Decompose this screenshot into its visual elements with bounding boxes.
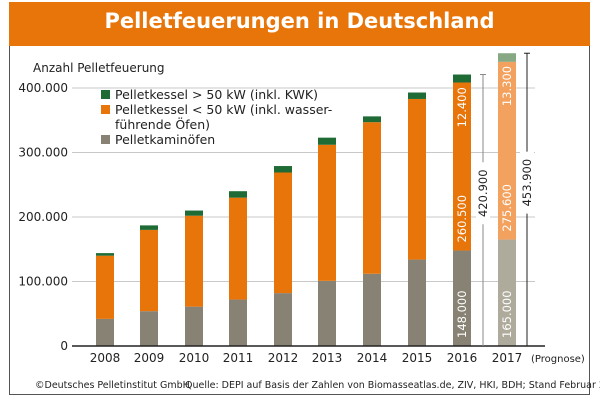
- bar-segment: [318, 144, 336, 281]
- header-banner: Pelletfeuerungen in Deutschland: [9, 2, 590, 46]
- bar-segment: [363, 273, 381, 346]
- legend: Pelletkessel > 50 kW (inkl. KWK)Pelletke…: [101, 87, 332, 147]
- x-tick-label: 2010: [179, 351, 210, 365]
- bar-segment: [453, 74, 471, 83]
- total-label: 453.900: [520, 159, 534, 207]
- legend-swatch: [101, 135, 110, 144]
- legend-label: Pelletkessel < 50 kW (inkl. wasser-: [115, 102, 332, 117]
- bar-segment: [140, 311, 158, 346]
- bar-segment: [318, 137, 336, 145]
- total-label-bg: [520, 151, 534, 214]
- x-tick-label: 2009: [134, 351, 165, 365]
- bar-segment: [498, 239, 516, 346]
- bar-segment: [318, 280, 336, 346]
- x-tick-label: 2014: [357, 351, 388, 365]
- source-note: Quelle: DEPI auf Basis der Zahlen von Bi…: [185, 380, 600, 391]
- bar-segment: [408, 92, 426, 99]
- bar-segment: [363, 122, 381, 274]
- copyright-note: ©Deutsches Pelletinstitut GmbH: [35, 380, 190, 391]
- x-tick-label: 2012: [268, 351, 299, 365]
- bar-value-label: 260.500: [455, 195, 469, 243]
- legend-label: Pelletkessel > 50 kW (inkl. KWK): [115, 87, 318, 102]
- bar-value-label: 165.000: [500, 290, 514, 338]
- y-tick-label: 400.000: [18, 81, 68, 95]
- legend-label: führende Öfen): [115, 116, 210, 132]
- bars: 148.000 260.500 12.400 165.000 275.600 13.300: [96, 53, 516, 346]
- y-tick-label: 0: [60, 339, 68, 353]
- x-tick-label: 2008: [90, 351, 121, 365]
- forecast-note: (Prognose): [531, 354, 585, 365]
- bar-value-label: 13.300: [500, 66, 514, 106]
- bar-segment: [140, 229, 158, 312]
- x-tick-label: 2013: [312, 351, 343, 365]
- bar-segment: [185, 215, 203, 307]
- bar-segment: [498, 61, 516, 240]
- bar-segment: [96, 318, 114, 346]
- bar-segment: [185, 210, 203, 216]
- legend-label: Pelletkaminöfen: [115, 132, 215, 147]
- bar-value-label: 148.000: [455, 290, 469, 338]
- y-tick-label: 300.000: [18, 146, 68, 160]
- bar-segment: [453, 250, 471, 346]
- bar-segment: [453, 82, 471, 251]
- total-label-bg: [476, 162, 490, 225]
- bar-segment: [363, 116, 381, 123]
- bar-segment: [498, 53, 516, 62]
- axes: 0 100.000 200.000 300.000 400.000 2008 2009 201…: [18, 52, 585, 365]
- x-tick-label: 2011: [223, 351, 254, 365]
- y-axis-label: Anzahl Pelletfeuerung: [33, 61, 165, 75]
- bar-segment: [229, 191, 247, 198]
- bar-segment: [229, 197, 247, 300]
- y-tick-label: 200.000: [18, 210, 68, 224]
- y-tick-label: 100.000: [18, 275, 68, 289]
- total-label: 420.900: [476, 169, 490, 217]
- legend-swatch: [101, 90, 110, 99]
- bar-segment: [274, 293, 292, 346]
- bar-segment: [408, 259, 426, 346]
- chart-title: Pelletfeuerungen in Deutschland: [104, 9, 495, 33]
- bar-value-label: 275.600: [500, 184, 514, 232]
- bar-segment: [140, 225, 158, 230]
- x-tick-label: 2015: [402, 351, 433, 365]
- bar-segment: [96, 253, 114, 256]
- bar-segment: [408, 98, 426, 260]
- bar-segment: [229, 299, 247, 346]
- bar-segment: [96, 255, 114, 319]
- legend-swatch: [101, 105, 110, 114]
- x-tick-label: 2016: [447, 351, 478, 365]
- bar-segment: [274, 166, 292, 173]
- bar-segment: [185, 306, 203, 346]
- bar-segment: [274, 172, 292, 294]
- x-tick-label: 2017: [492, 351, 523, 365]
- bar-value-label: 12.400: [455, 87, 469, 127]
